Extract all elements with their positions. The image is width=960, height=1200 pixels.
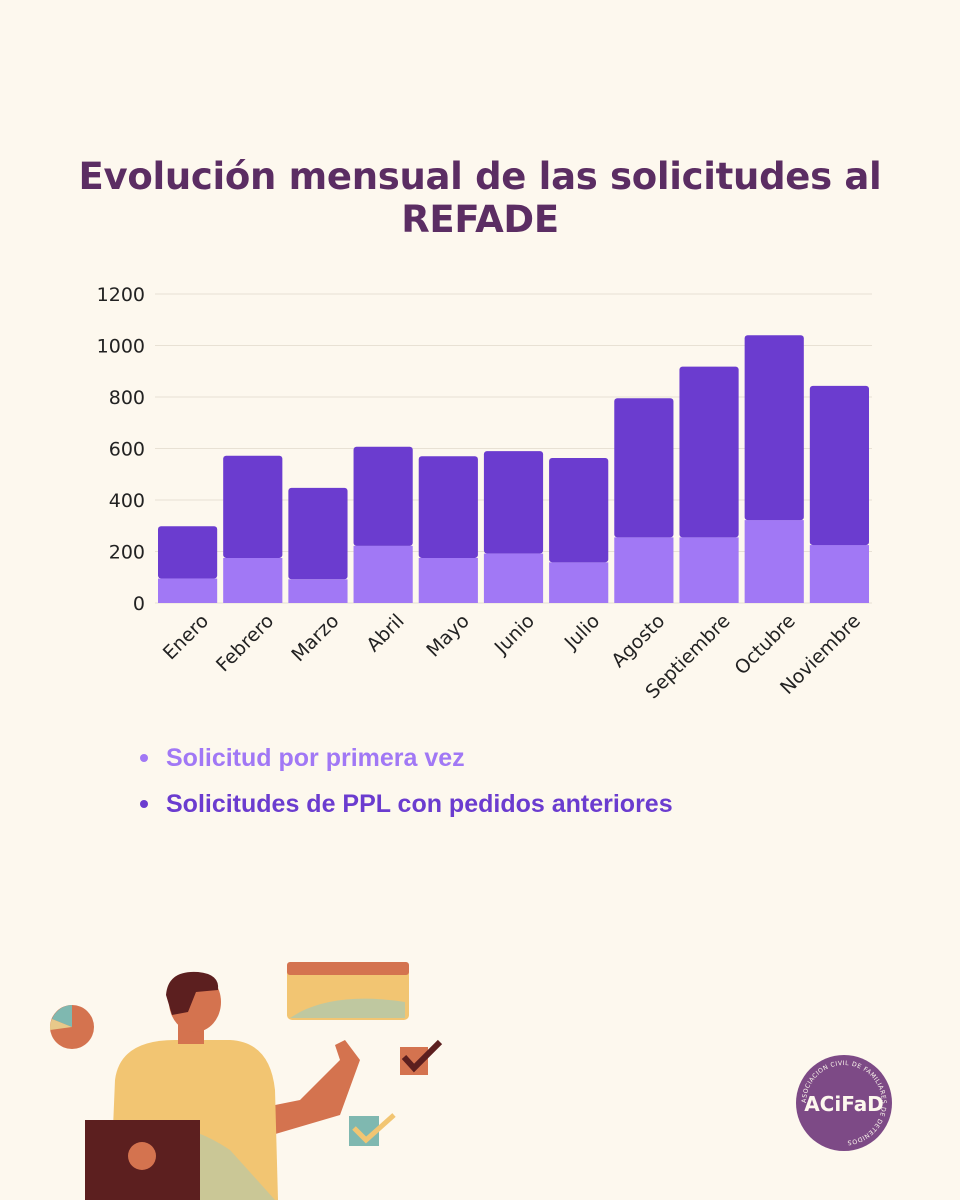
bar-agosto-series-1	[614, 398, 674, 538]
bar-febrero-series-0	[223, 557, 283, 603]
bar-abril-series-1	[353, 446, 413, 546]
pie-chart-icon	[49, 1005, 94, 1049]
hair	[166, 971, 219, 1015]
x-tick-label: Mayo	[422, 610, 474, 662]
bar-junio-series-1	[483, 451, 544, 554]
bar-octubre-series-1	[744, 335, 804, 521]
x-tick-label: Enero	[159, 610, 213, 664]
legend-label: Solicitud por primera vez	[166, 743, 465, 772]
arm	[250, 1040, 360, 1140]
x-tick-label: Abril	[362, 610, 408, 656]
person-illustration	[49, 962, 443, 1200]
x-tick-label: Julio	[560, 610, 604, 654]
legend-swatch	[140, 800, 148, 808]
bar-septiembre-series-1	[679, 366, 739, 538]
y-tick-label: 0	[133, 593, 145, 615]
x-tick-label: Junio	[490, 610, 539, 659]
bar-agosto-series-0	[614, 537, 674, 603]
bar-octubre-series-0	[744, 520, 804, 603]
bar-marzo-series-1	[288, 487, 348, 580]
chart-title: Evolución mensual de las solicitudes al …	[78, 155, 882, 241]
checkbox-icon	[400, 1039, 443, 1075]
bar-marzo-series-0	[288, 579, 348, 603]
legend-label: Solicitudes de PPL con pedidos anteriore…	[166, 789, 673, 818]
bar-julio-series-0	[549, 562, 609, 603]
chart-legend: Solicitud por primera vez Solicitudes de…	[140, 735, 673, 827]
bar-abril-series-0	[353, 545, 413, 603]
acifad-logo: ASOCIACION CIVIL DE FAMILIARES DE DETENI…	[796, 1055, 892, 1151]
y-tick-label: 200	[109, 542, 145, 564]
y-tick-label: 600	[109, 439, 145, 461]
bar-junio-series-0	[483, 553, 544, 603]
x-tick-label: Agosto	[607, 610, 669, 672]
checkbox-icon	[349, 1113, 396, 1146]
y-axis: 0 200 400 600 800 1000 1200	[97, 284, 145, 615]
legend-swatch	[140, 754, 148, 762]
bar-noviembre-series-1	[809, 385, 869, 546]
y-tick-label: 1000	[97, 336, 145, 358]
info-card-icon	[287, 962, 409, 1020]
bar-enero-series-0	[158, 578, 218, 603]
bar-julio-series-1	[549, 458, 609, 563]
x-tick-label: Febrero	[212, 610, 278, 676]
y-tick-label: 1200	[97, 284, 145, 306]
bar-noviembre-series-0	[809, 545, 869, 603]
bar-enero-series-1	[158, 526, 218, 579]
y-tick-label: 400	[109, 490, 145, 512]
legend-item-anteriores: Solicitudes de PPL con pedidos anteriore…	[140, 781, 673, 827]
bar-mayo-series-0	[418, 557, 478, 603]
x-tick-label: Marzo	[287, 610, 343, 666]
legend-item-primera: Solicitud por primera vez	[140, 735, 673, 781]
bar-septiembre-series-0	[679, 537, 739, 603]
y-tick-label: 800	[109, 387, 145, 409]
bar-mayo-series-1	[418, 456, 478, 558]
bars	[158, 335, 869, 603]
bar-febrero-series-1	[223, 455, 283, 558]
logo-text: ACiFaD	[804, 1092, 884, 1116]
